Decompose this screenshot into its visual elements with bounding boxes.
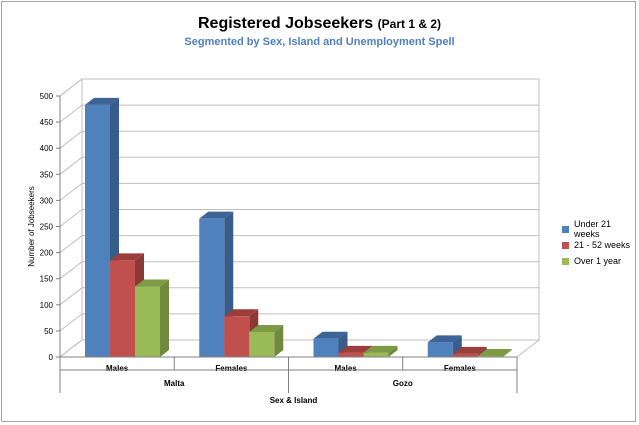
y-tick-label: 250	[40, 223, 54, 232]
bar-side	[388, 345, 398, 357]
chart-subtitle: Segmented by Sex, Island and Unemploymen…	[184, 36, 455, 48]
bar-top	[313, 331, 348, 339]
y-gridline	[59, 78, 539, 97]
y-tick-label: 100	[40, 301, 54, 310]
y-tick-label: 450	[40, 118, 54, 127]
y-tick-label: 350	[40, 170, 54, 179]
y-gridline	[59, 313, 539, 332]
x-category-label: Males	[106, 364, 129, 373]
bar	[85, 104, 110, 358]
legend-item: Over 1 year	[562, 253, 639, 269]
y-tick-label: 50	[44, 327, 53, 336]
bar-top	[427, 335, 462, 343]
legend-item: 21 - 52 weeks	[562, 237, 639, 253]
bar-side	[160, 279, 169, 357]
legend-swatch	[562, 257, 569, 265]
bar-top	[249, 324, 284, 332]
y-gridline	[59, 182, 539, 201]
legend-swatch	[562, 225, 569, 233]
bar-top	[224, 309, 259, 317]
bar-top	[477, 348, 512, 356]
bar	[224, 316, 250, 357]
chart-legend: Under 21 weeks 21 - 52 weeks Over 1 year	[562, 219, 639, 269]
x-group-label: Gozo	[393, 379, 413, 388]
bar	[477, 355, 503, 357]
bar-top	[338, 345, 373, 353]
y-gridline	[59, 261, 539, 280]
bar	[452, 353, 478, 357]
bar	[135, 286, 160, 357]
legend-swatch	[562, 241, 569, 249]
bar-top	[135, 279, 169, 287]
bar-top	[85, 97, 119, 105]
y-tick-label: 0	[49, 353, 54, 362]
y-gridline	[59, 339, 539, 358]
bar-top	[110, 253, 144, 261]
y-tick-label: 150	[40, 275, 54, 284]
bar-top	[199, 211, 234, 219]
y-gridline	[59, 287, 539, 306]
bar-side	[502, 348, 512, 357]
x-category-label: Females	[215, 364, 248, 373]
y-gridline	[59, 235, 539, 253]
legend-label: Under 21 weeks	[574, 219, 612, 239]
bar	[199, 218, 225, 357]
legend-item: Under 21 weeks	[562, 219, 639, 239]
y-axis-title: Number of Jobseekers	[27, 186, 36, 266]
y-gridline	[59, 209, 539, 227]
bar	[363, 352, 389, 357]
x-group-label: Malta	[164, 379, 185, 388]
bar-top	[363, 345, 398, 353]
x-category-label: Males	[335, 364, 358, 373]
y-tick-label: 200	[40, 249, 54, 258]
y-gridline	[59, 156, 539, 175]
chart-title-suffix: (Part 1 & 2)	[377, 17, 441, 31]
y-tick-label: 400	[40, 144, 54, 153]
bar	[249, 331, 275, 357]
chart-title: Registered Jobseekers (Part 1 & 2)	[0, 15, 639, 33]
bar-top	[452, 346, 487, 354]
bar-side	[274, 324, 284, 357]
bar	[427, 342, 453, 357]
chart-title-main: Registered Jobseekers	[197, 15, 374, 32]
legend-label: 21 - 52 weeks	[574, 240, 631, 250]
y-gridline	[59, 130, 539, 149]
bar	[110, 260, 135, 357]
y-gridline	[59, 104, 539, 123]
x-axis-title: Sex & Island	[270, 396, 318, 405]
bar	[313, 338, 339, 357]
bar	[338, 352, 364, 357]
y-tick-label: 500	[40, 92, 54, 101]
y-tick-label: 300	[40, 196, 54, 205]
x-category-label: Females	[444, 364, 477, 373]
legend-label: Over 1 year	[574, 256, 622, 266]
